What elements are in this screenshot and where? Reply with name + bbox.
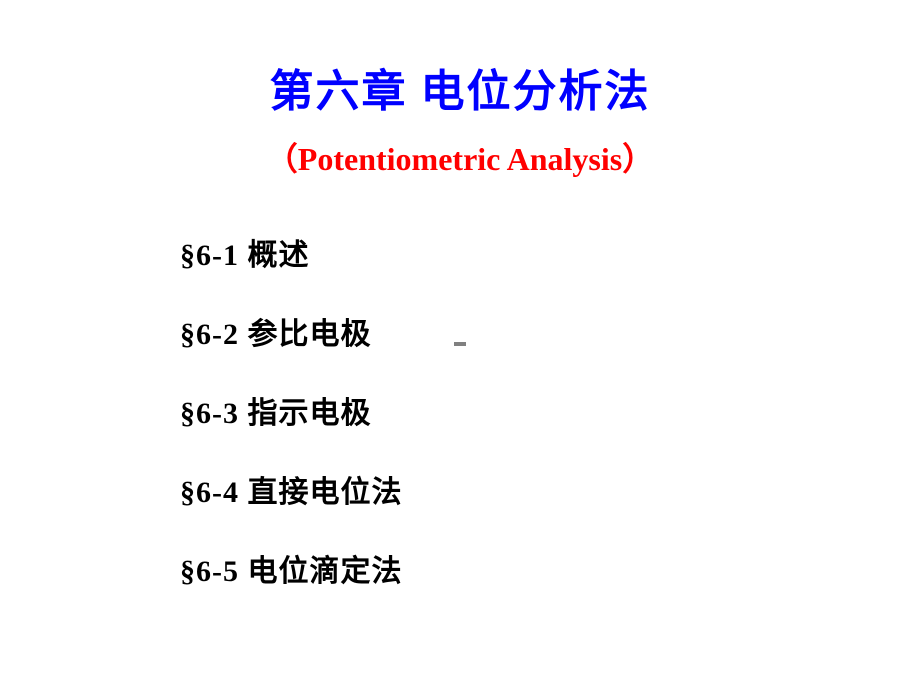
table-of-contents: §6-1 概述 §6-2 参比电极 §6-3 指示电极 §6-4 直接电位法 §…	[180, 230, 870, 590]
toc-item: §6-5 电位滴定法	[180, 546, 870, 590]
section-number: §6-1	[180, 239, 239, 272]
toc-item: §6-4 直接电位法	[180, 467, 870, 511]
section-number: §6-4	[180, 476, 239, 509]
section-label-text: 电位滴定法	[248, 555, 403, 588]
section-label-text: 参比电极	[248, 318, 372, 351]
section-number: §6-5	[180, 555, 239, 588]
toc-item: §6-3 指示电极	[180, 388, 870, 432]
chapter-subtitle: （Potentiometric Analysis）	[50, 134, 870, 180]
slide-container: 第六章 电位分析法 （Potentiometric Analysis） §6-1…	[0, 0, 920, 690]
section-number: §6-2	[180, 318, 239, 351]
section-number: §6-3	[180, 397, 239, 430]
section-label-text: 直接电位法	[248, 476, 403, 509]
title-block: 第六章 电位分析法 （Potentiometric Analysis）	[50, 55, 870, 180]
section-label-text: 指示电极	[248, 397, 372, 430]
toc-item: §6-1 概述	[180, 230, 870, 274]
slide-indicator-icon	[454, 342, 466, 346]
toc-item: §6-2 参比电极	[180, 309, 870, 353]
section-label-text: 概述	[248, 239, 310, 272]
chapter-title: 第六章 电位分析法	[50, 55, 870, 119]
